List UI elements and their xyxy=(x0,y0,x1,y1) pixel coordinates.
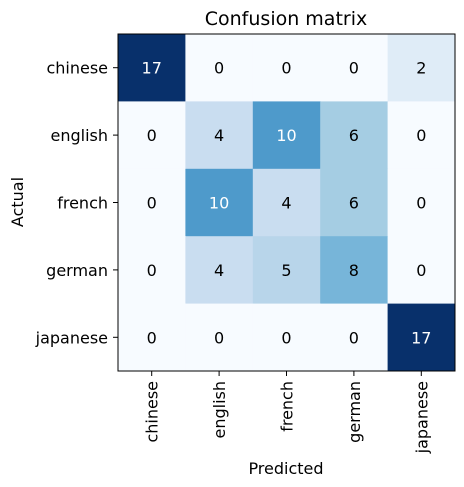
cell-value-label: 0 xyxy=(147,194,157,213)
heatmap-cell xyxy=(118,101,186,170)
heatmap-cell xyxy=(387,168,456,237)
heatmap-cell xyxy=(387,34,456,102)
cell-value-label: 0 xyxy=(281,328,291,347)
heatmap-cell xyxy=(387,236,456,305)
y-tick-label: french xyxy=(57,194,108,213)
cell-value-label: 0 xyxy=(214,328,224,347)
cell-value-label: 10 xyxy=(276,126,296,145)
heatmap-cell xyxy=(320,236,389,305)
cell-value-label: 0 xyxy=(147,126,157,145)
cell-value-label: 4 xyxy=(214,126,224,145)
y-tick-label: english xyxy=(50,126,108,145)
y-tick-label: chinese xyxy=(46,59,108,78)
y-tick-label: german xyxy=(46,261,108,280)
y-axis-ticks: chinese english french german japanese xyxy=(35,59,118,347)
heatmap-cell xyxy=(118,168,186,237)
heatmap-cell xyxy=(252,168,321,237)
heatmap-cell xyxy=(320,168,389,237)
cell-value-label: 6 xyxy=(349,126,359,145)
heatmap-cell xyxy=(185,34,254,102)
heatmap-cell xyxy=(320,101,389,170)
cell-value-label: 2 xyxy=(416,59,426,78)
heatmap-cell xyxy=(252,303,321,372)
x-tick-label: english xyxy=(210,381,229,439)
heatmap-cell xyxy=(185,101,254,170)
heatmap-cell xyxy=(118,34,186,102)
cell-value-label: 4 xyxy=(214,261,224,280)
cell-value-label: 0 xyxy=(214,59,224,78)
x-tick-label: japanese xyxy=(412,381,431,454)
cell-value-label: 0 xyxy=(416,194,426,213)
heatmap-cell xyxy=(185,303,254,372)
heatmap-cell xyxy=(185,236,254,305)
heatmap-cell xyxy=(118,303,186,372)
cell-value-label: 10 xyxy=(209,194,229,213)
heatmap-cell xyxy=(252,34,321,102)
cell-value-label: 17 xyxy=(411,328,431,347)
cell-value-label: 17 xyxy=(142,59,162,78)
cell-value-label: 0 xyxy=(281,59,291,78)
heatmap-cell xyxy=(387,303,456,372)
y-axis-label: Actual xyxy=(8,177,27,227)
heatmap-cells: 17 0 0 0 2 0 4 10 6 0 0 10 4 6 0 0 4 5 8 0 0 0 0 0 17 xyxy=(118,34,456,372)
x-tick-label: chinese xyxy=(143,381,162,443)
heatmap-cell xyxy=(118,236,186,305)
cell-value-label: 5 xyxy=(281,261,291,280)
cell-value-label: 0 xyxy=(349,59,359,78)
cell-value-label: 0 xyxy=(349,328,359,347)
heatmap-cell xyxy=(320,303,389,372)
y-tick-label: japanese xyxy=(35,328,108,347)
heatmap-cell xyxy=(252,236,321,305)
cell-value-label: 0 xyxy=(147,328,157,347)
x-tick-label: french xyxy=(278,381,297,432)
x-tick-label: german xyxy=(345,381,364,443)
heatmap-cell xyxy=(320,34,389,102)
heatmap-cell xyxy=(252,101,321,170)
cell-value-label: 6 xyxy=(349,194,359,213)
cell-value-label: 0 xyxy=(416,261,426,280)
cell-value-label: 0 xyxy=(147,261,157,280)
x-axis-ticks: chinese english french german japanese xyxy=(143,371,431,454)
chart-title: Confusion matrix xyxy=(205,8,367,30)
x-axis-label: Predicted xyxy=(248,459,323,478)
heatmap-cell xyxy=(185,168,254,237)
cell-value-label: 0 xyxy=(416,126,426,145)
cell-value-label: 8 xyxy=(349,261,359,280)
heatmap-cell xyxy=(387,101,456,170)
cell-value-label: 4 xyxy=(281,194,291,213)
